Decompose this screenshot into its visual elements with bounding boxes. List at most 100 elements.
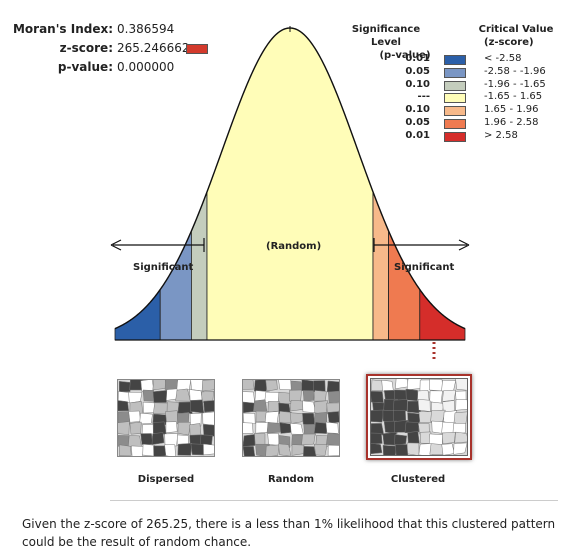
zscore-color-swatch [186, 44, 208, 54]
moran-index-value: 0.386594 [117, 22, 175, 36]
map-polygon [302, 400, 317, 414]
map-polygon [291, 444, 305, 456]
region-neg-010 [191, 191, 208, 341]
map-polygon [452, 423, 466, 435]
map-polygon [404, 421, 420, 434]
map-polygon [395, 444, 409, 455]
map-polygon [129, 380, 145, 391]
legend-crit-header-line1: Critical Value [478, 24, 554, 35]
legend-color-swatch [444, 67, 466, 78]
map-polygon [371, 432, 383, 445]
map-polygon [301, 433, 316, 446]
map-polygon [455, 379, 467, 391]
map-polygon [175, 388, 191, 402]
map-polygon [119, 444, 132, 456]
legend-critical-value: > 2.58 [484, 129, 518, 141]
right-significance-arrow [373, 238, 470, 252]
map-polygon [152, 380, 167, 391]
legend-color-swatch [444, 131, 466, 142]
map-polygon [328, 390, 339, 404]
map-polygon [190, 399, 205, 414]
map-polygon [128, 410, 141, 423]
map-polygon [129, 421, 142, 435]
map-polygon [371, 409, 385, 423]
map-polygon [152, 390, 168, 403]
zscore-row: z-score: 265.246662 [0, 41, 220, 57]
map-polygon [266, 422, 281, 434]
curve-regions [114, 27, 466, 341]
map-polygon [303, 446, 317, 456]
map-polygon [442, 389, 457, 402]
map-polygon [418, 411, 433, 423]
map-polygon [371, 391, 384, 403]
map-polygon [164, 444, 176, 456]
map-polygon [243, 380, 255, 390]
clustered-map-thumbnail [370, 378, 468, 456]
legend-p-value: 0.01 [405, 129, 430, 141]
map-polygon [190, 380, 205, 392]
map-polygon [395, 379, 409, 389]
map-polygon [128, 391, 143, 404]
map-polygon [264, 411, 279, 424]
left-significant-label: Significant [133, 262, 194, 273]
map-polygon [326, 433, 339, 447]
map-polygon [189, 423, 202, 436]
map-polygon [165, 421, 178, 434]
legend-critical-value: -2.58 - -1.96 [484, 65, 546, 77]
legend-critical-value: -1.65 - 1.65 [484, 91, 543, 103]
region-random [206, 27, 374, 341]
pvalue-label: p-value: [57, 60, 113, 74]
map-polygon [382, 445, 397, 455]
clustered-caption: Clustered [390, 474, 446, 485]
moran-index-row: Moran's Index: 0.386594 [0, 22, 200, 38]
legend-p-value: 0.05 [405, 65, 430, 77]
legend-p-value: 0.01 [405, 53, 430, 64]
map-polygon [164, 433, 178, 447]
legend-p-value: 0.05 [405, 117, 430, 128]
random-label: (Random) [266, 241, 322, 252]
legend-sig-header-line2: (p-value) [379, 50, 431, 61]
map-polygon [381, 379, 394, 392]
map-polygon [453, 411, 467, 425]
map-polygon [314, 422, 328, 434]
map-polygon [202, 411, 214, 426]
map-polygon [118, 400, 129, 412]
map-polygon [327, 444, 339, 456]
map-polygon [313, 443, 328, 456]
map-polygon [118, 381, 131, 393]
map-polygon [302, 390, 315, 402]
map-polygon [265, 444, 280, 456]
map-polygon [243, 412, 256, 425]
map-polygon [407, 431, 420, 444]
map-polygon [278, 443, 292, 456]
legend-sig-header: Significance Level (p-value) [336, 23, 436, 62]
map-polygon [303, 424, 317, 436]
map-polygon [371, 442, 383, 455]
map-polygon [201, 380, 214, 392]
map-polygon [417, 399, 431, 412]
map-polygon [203, 400, 214, 413]
random-map-thumbnail [242, 379, 340, 457]
map-polygon [142, 443, 156, 456]
map-polygon [383, 420, 398, 434]
map-polygon [243, 434, 256, 447]
map-polygon [313, 390, 327, 402]
legend-critical-value: 1.65 - 1.96 [484, 104, 539, 116]
normal-distribution-curve [110, 26, 470, 360]
region-pos-005 [388, 230, 421, 341]
legend-color-swatch [444, 119, 466, 129]
map-polygon [176, 380, 191, 391]
legend-p-value: --- [417, 91, 430, 103]
pvalue-row: p-value: 0.000000 [0, 60, 200, 76]
divider [110, 500, 558, 501]
map-polygon [326, 380, 339, 393]
map-polygon [429, 390, 443, 404]
map-polygon [140, 380, 155, 392]
right-significant-label: Significant [394, 262, 455, 273]
legend-crit-header-line2: (z-score) [484, 37, 534, 48]
map-polygon [254, 380, 268, 393]
legend-color-swatch [444, 80, 466, 91]
map-polygon [406, 379, 422, 391]
map-polygon [165, 410, 178, 425]
map-polygon [265, 380, 278, 392]
